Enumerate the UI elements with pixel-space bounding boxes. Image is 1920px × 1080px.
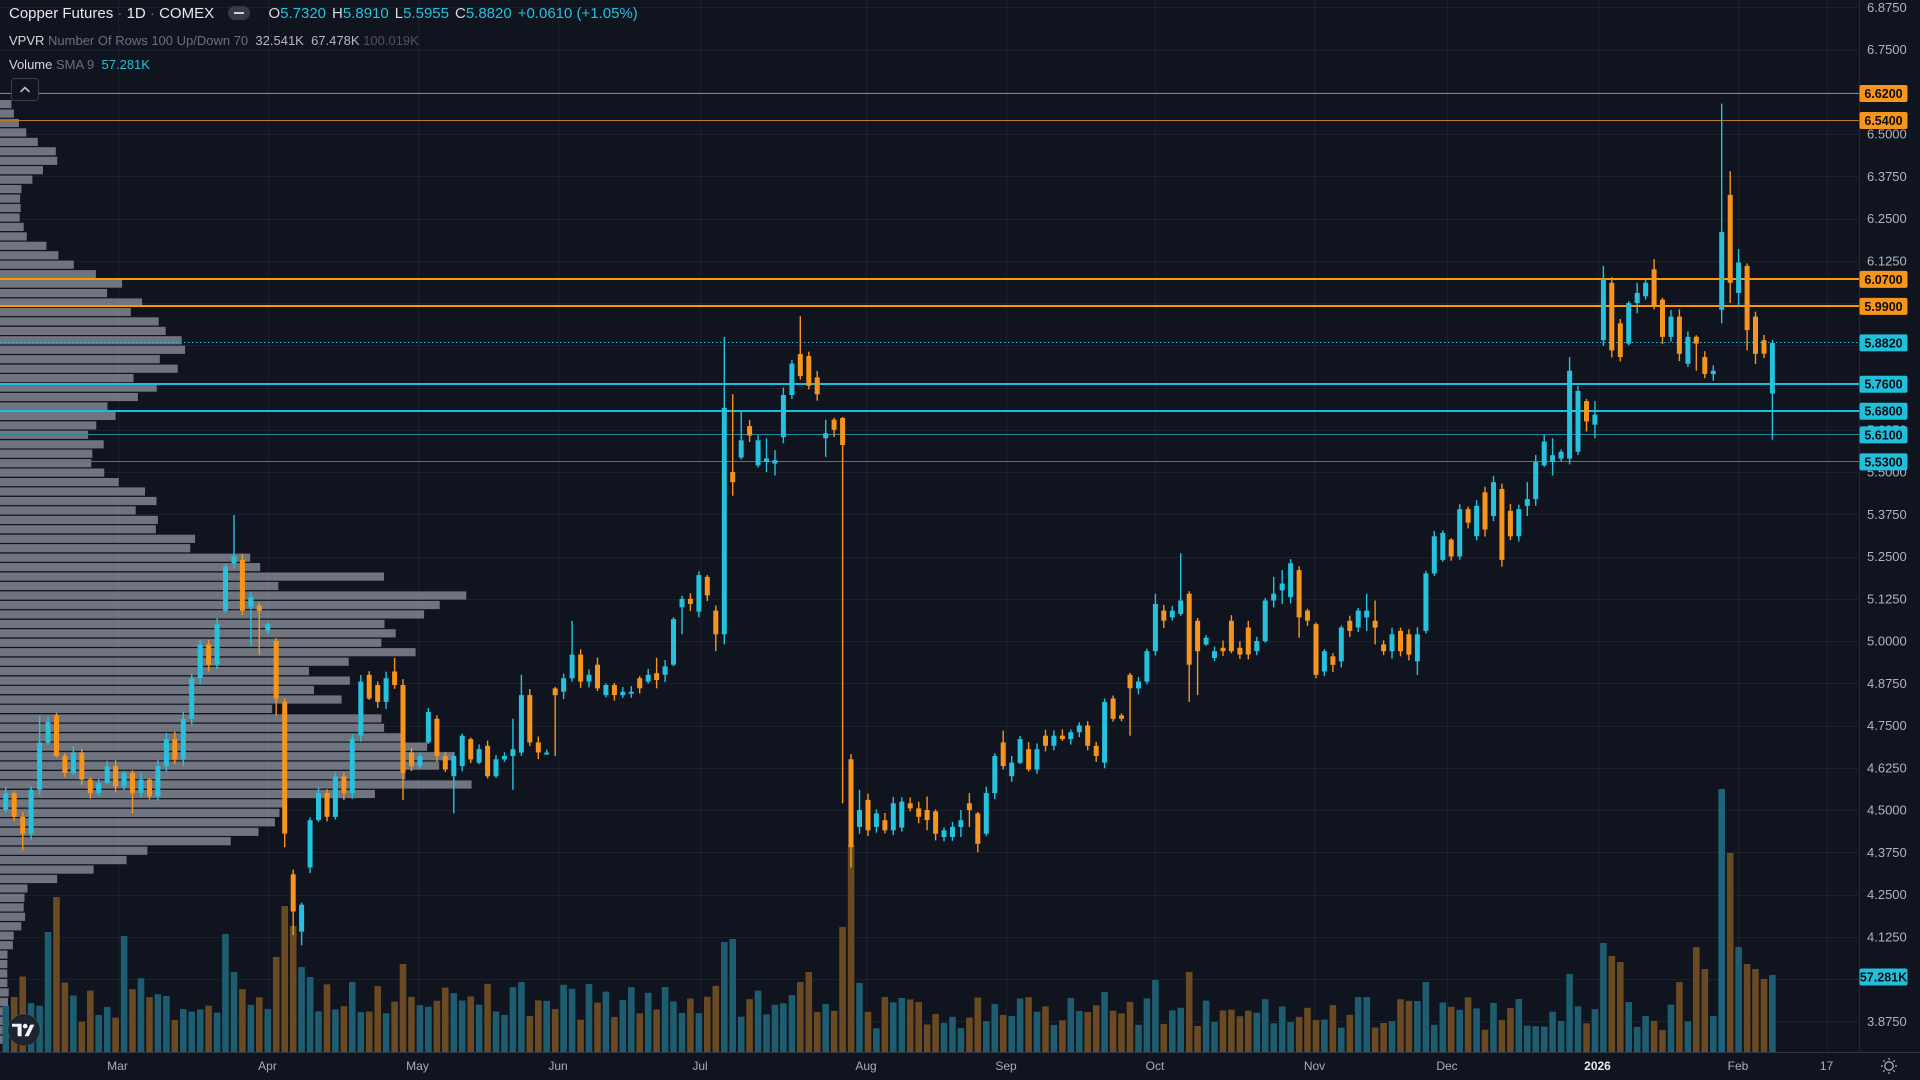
svg-text:17: 17: [1820, 1059, 1834, 1073]
svg-text:2026: 2026: [1584, 1059, 1611, 1073]
svg-text:6.8750: 6.8750: [1867, 0, 1907, 15]
svg-text:5.1250: 5.1250: [1867, 591, 1907, 606]
svg-text:5.9900: 5.9900: [1864, 300, 1902, 314]
svg-text:5.5300: 5.5300: [1864, 455, 1902, 469]
svg-text:Nov: Nov: [1304, 1059, 1325, 1073]
svg-text:57.281K: 57.281K: [1860, 971, 1907, 985]
svg-text:4.5000: 4.5000: [1867, 803, 1907, 818]
svg-text:Dec: Dec: [1436, 1059, 1457, 1073]
svg-text:5.2500: 5.2500: [1867, 549, 1907, 564]
svg-text:4.2500: 4.2500: [1867, 887, 1907, 902]
svg-text:4.6250: 4.6250: [1867, 760, 1907, 775]
svg-text:6.5400: 6.5400: [1864, 114, 1902, 128]
svg-text:Oct: Oct: [1146, 1059, 1165, 1073]
svg-text:6.1250: 6.1250: [1867, 253, 1907, 268]
svg-text:Apr: Apr: [258, 1059, 277, 1073]
svg-text:5.6800: 5.6800: [1864, 405, 1902, 419]
svg-text:Feb: Feb: [1728, 1059, 1749, 1073]
svg-text:5.0000: 5.0000: [1867, 634, 1907, 649]
svg-text:5.8820: 5.8820: [1864, 336, 1902, 350]
svg-text:5.6100: 5.6100: [1864, 428, 1902, 442]
svg-text:5.3750: 5.3750: [1867, 507, 1907, 522]
svg-text:4.3750: 4.3750: [1867, 845, 1907, 860]
svg-text:4.8750: 4.8750: [1867, 676, 1907, 691]
svg-text:3.8750: 3.8750: [1867, 1014, 1907, 1029]
svg-text:Aug: Aug: [855, 1059, 876, 1073]
svg-text:Jul: Jul: [692, 1059, 707, 1073]
svg-text:6.6200: 6.6200: [1864, 87, 1902, 101]
svg-text:6.7500: 6.7500: [1867, 42, 1907, 57]
svg-text:6.0700: 6.0700: [1864, 273, 1902, 287]
svg-text:May: May: [406, 1059, 429, 1073]
svg-text:5.7600: 5.7600: [1864, 378, 1902, 392]
svg-text:6.3750: 6.3750: [1867, 169, 1907, 184]
svg-text:4.1250: 4.1250: [1867, 929, 1907, 944]
svg-text:6.2500: 6.2500: [1867, 211, 1907, 226]
svg-text:Jun: Jun: [548, 1059, 567, 1073]
svg-text:Mar: Mar: [107, 1059, 128, 1073]
svg-text:4.7500: 4.7500: [1867, 718, 1907, 733]
svg-text:6.5000: 6.5000: [1867, 127, 1907, 142]
svg-text:Sep: Sep: [995, 1059, 1017, 1073]
